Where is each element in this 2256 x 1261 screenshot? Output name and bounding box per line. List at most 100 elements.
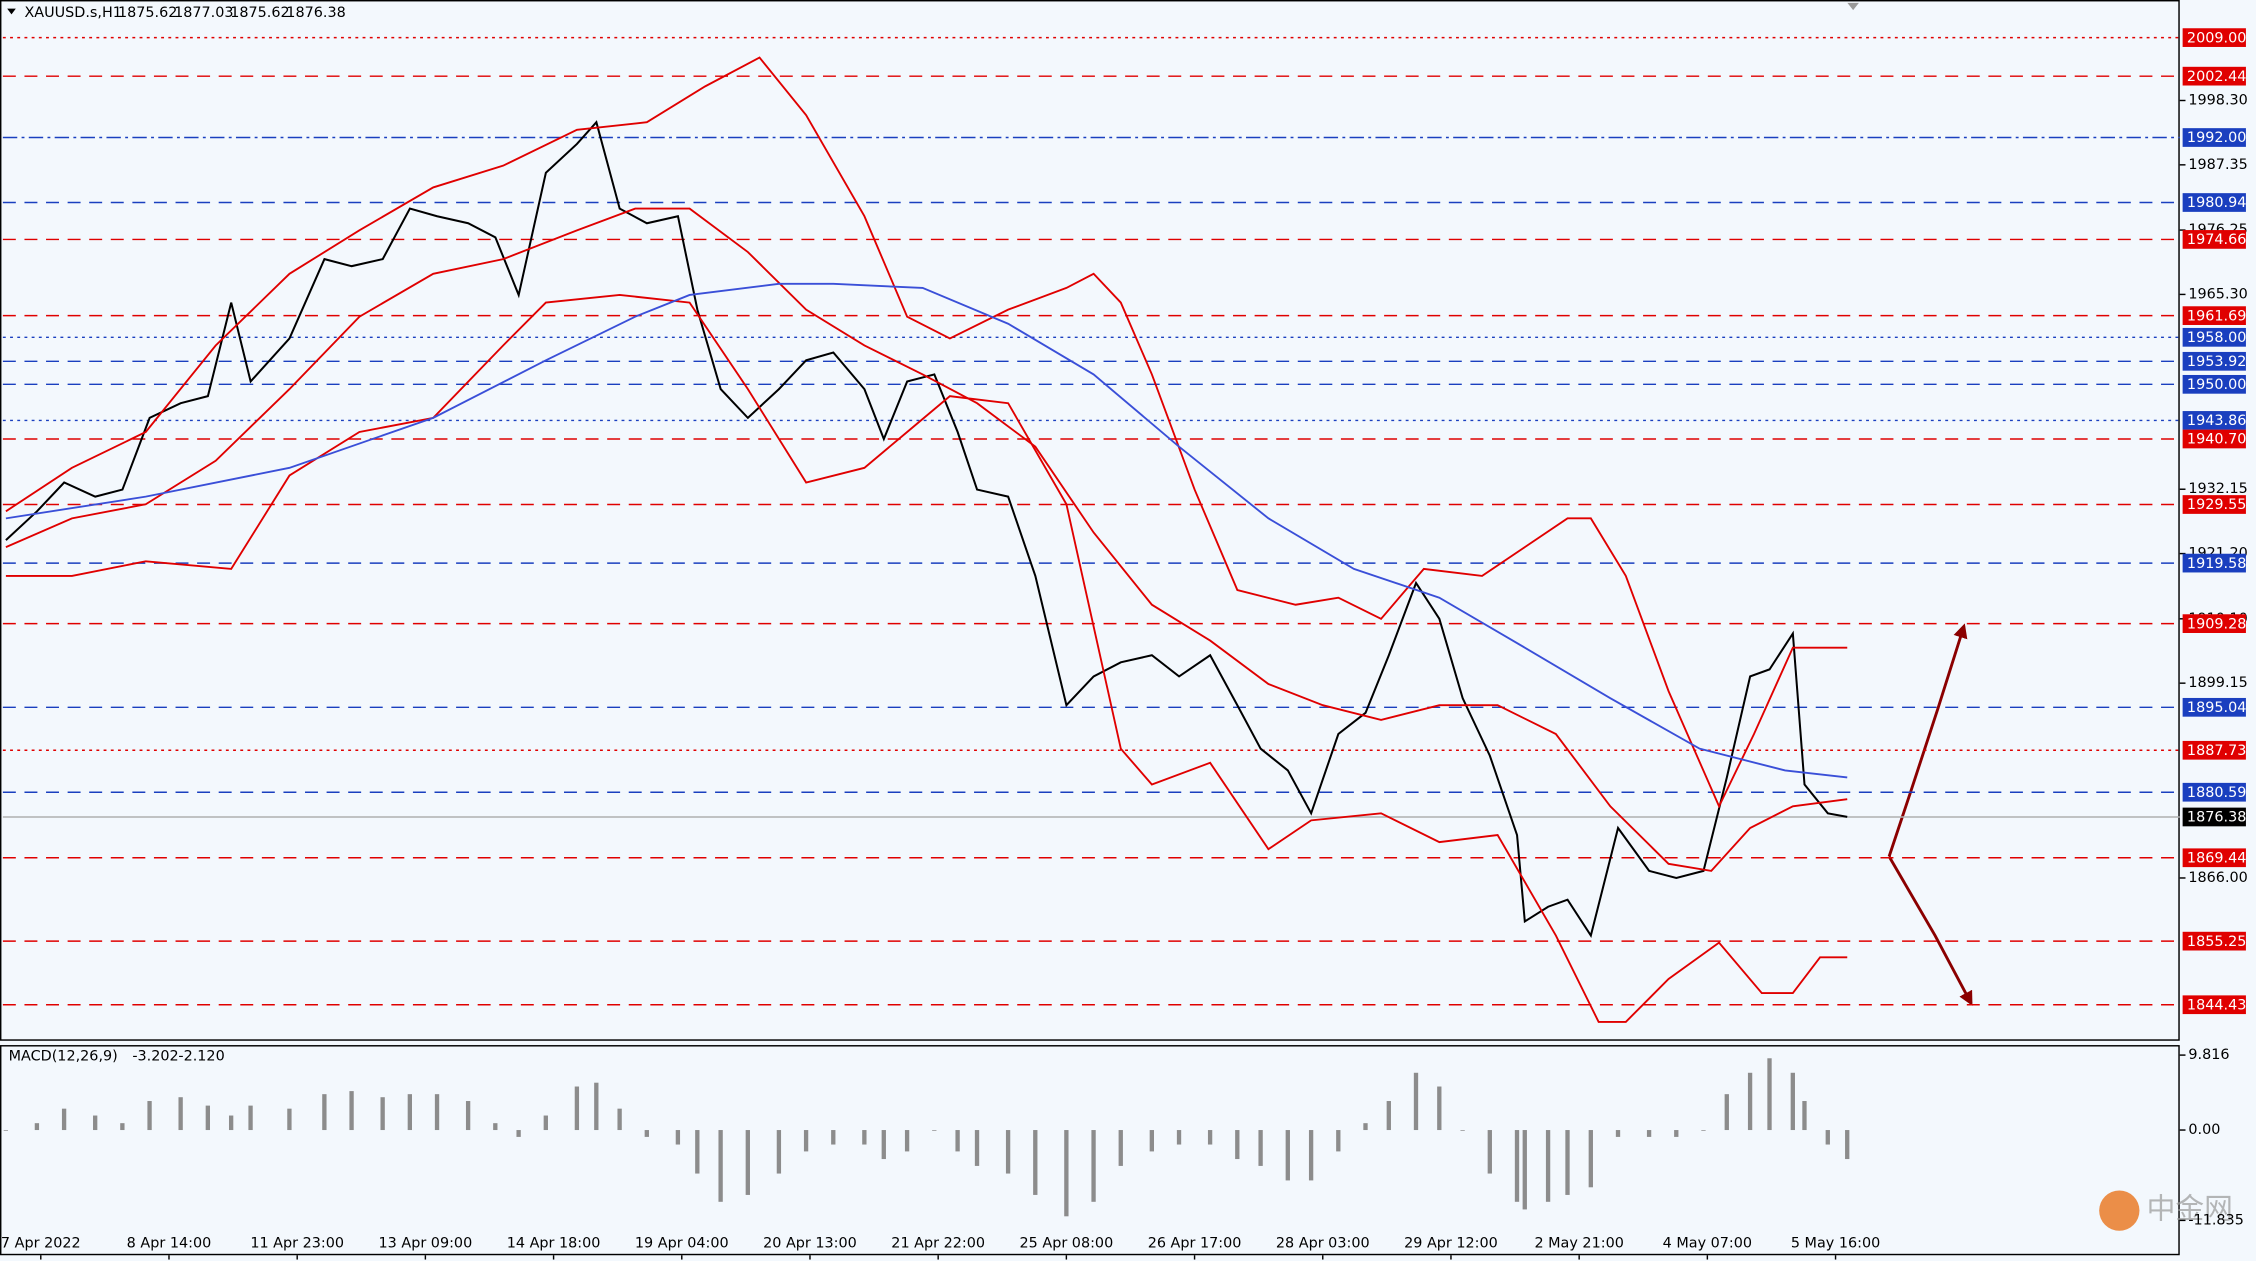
level-label: 1953.92 <box>2187 354 2246 370</box>
macd-bar <box>147 1101 152 1131</box>
macd-bar <box>1674 1130 1679 1137</box>
level-label: 1929.55 <box>2187 497 2246 513</box>
level-box <box>2182 306 2246 325</box>
macd-bar <box>1005 1130 1011 1174</box>
level-box <box>2182 807 2246 827</box>
macd-bar <box>675 1130 681 1145</box>
level-box <box>2182 614 2246 633</box>
level-box <box>2182 429 2246 449</box>
price-line <box>5 294 1848 1023</box>
macd-bar <box>120 1123 125 1131</box>
macd-bar <box>1336 1130 1341 1152</box>
macd-bar <box>904 1130 910 1152</box>
macd-bar <box>1747 1072 1753 1131</box>
y-tick-label: 1866.00 <box>2188 870 2247 886</box>
macd-bar <box>322 1094 327 1131</box>
level-label: 1844.43 <box>2187 997 2246 1013</box>
level-box <box>2182 374 2246 394</box>
x-tick-label: 25 Apr 08:00 <box>1020 1236 1114 1252</box>
macd-bar <box>1386 1101 1391 1131</box>
macd-bar <box>1064 1130 1069 1217</box>
macd-y-tick-label: 0.00 <box>2188 1122 2220 1138</box>
macd-bar <box>1091 1130 1096 1202</box>
macd-bar <box>955 1130 960 1152</box>
macd-bar <box>287 1108 292 1131</box>
macd-bar <box>881 1130 886 1160</box>
menu-marker <box>7 8 16 15</box>
macd-bar <box>1258 1130 1263 1166</box>
level-label: 1880.59 <box>2187 785 2246 801</box>
level-box <box>2182 28 2246 47</box>
macd-bar <box>493 1123 498 1131</box>
macd-y-tick-label: 9.816 <box>2188 1047 2229 1063</box>
level-box <box>2182 553 2246 573</box>
x-tick-label: 7 Apr 2022 <box>1 1236 81 1252</box>
y-tick-label: 1965.30 <box>2188 286 2247 302</box>
level-label: 1855.25 <box>2187 934 2246 950</box>
macd-bar <box>1825 1130 1830 1145</box>
shift-marker <box>1847 2 1859 11</box>
level-label: 1876.38 <box>2187 810 2246 826</box>
level-label: 1869.44 <box>2187 850 2246 866</box>
level-box <box>2182 230 2246 249</box>
level-box <box>2182 327 2246 347</box>
macd-bar <box>1802 1101 1807 1131</box>
macd-bar <box>1790 1072 1795 1131</box>
x-tick-label: 19 Apr 04:00 <box>635 1236 729 1252</box>
level-box <box>2182 931 2246 951</box>
macd-reading: -2.120 <box>178 1049 224 1065</box>
symbol-title: XAUUSD.s,H1 <box>24 5 121 21</box>
macd-bar <box>1522 1130 1527 1210</box>
macd-bar <box>803 1130 809 1152</box>
macd-bar <box>1724 1094 1729 1131</box>
level-box <box>2182 740 2246 760</box>
down-arrow <box>1887 855 1973 1006</box>
macd-bar <box>594 1082 599 1131</box>
price-line <box>5 120 1848 939</box>
level-label: 2002.44 <box>2187 69 2246 85</box>
macd-bar <box>1565 1130 1570 1195</box>
macd-bar <box>380 1097 385 1131</box>
level-box <box>2182 411 2246 430</box>
level-label: 1909.28 <box>2187 616 2246 632</box>
level-label: 1887.73 <box>2187 743 2246 759</box>
macd-bar <box>178 1097 183 1131</box>
macd-bar <box>34 1123 40 1131</box>
macd-bar <box>1615 1130 1621 1137</box>
macd-bar <box>1545 1130 1551 1202</box>
watermark-logo <box>2099 1190 2140 1231</box>
level-box <box>2182 495 2246 514</box>
price-line <box>5 207 1848 872</box>
macd-bar <box>776 1130 782 1174</box>
level-box <box>2182 128 2246 147</box>
x-tick-label: 2 May 21:00 <box>1534 1236 1623 1252</box>
macd-bar <box>1701 1130 1706 1131</box>
macd-bar <box>1646 1130 1652 1137</box>
level-label: 1943.86 <box>2187 413 2246 429</box>
level-label: 2009.00 <box>2187 30 2246 46</box>
macd-bar <box>228 1115 234 1131</box>
macd-bar <box>205 1105 210 1131</box>
quote-close: 1876.38 <box>286 5 345 21</box>
y-tick-label: 1932.15 <box>2188 481 2247 497</box>
level-label: 1992.00 <box>2187 130 2246 146</box>
x-tick-label: 28 Apr 03:00 <box>1276 1236 1370 1252</box>
level-box <box>2182 848 2246 868</box>
price-line <box>5 56 1848 809</box>
x-tick-label: 26 Apr 17:00 <box>1148 1236 1242 1252</box>
y-tick-label: 1987.35 <box>2188 157 2247 173</box>
macd-bar <box>745 1130 750 1195</box>
macd-bar <box>644 1130 649 1137</box>
macd-bar <box>974 1130 980 1166</box>
macd-bar <box>862 1130 867 1145</box>
macd-bar <box>574 1086 580 1131</box>
x-tick-label: 11 Apr 23:00 <box>250 1236 344 1252</box>
level-label: 1950.00 <box>2187 377 2246 393</box>
level-label: 1980.94 <box>2187 195 2246 211</box>
macd-y-tick-label: -11.835 <box>2188 1212 2243 1228</box>
macd-bar <box>617 1108 622 1131</box>
macd-bar <box>1588 1130 1593 1188</box>
macd-bar <box>1033 1130 1038 1195</box>
quote-open: 1875.62 <box>118 5 177 21</box>
